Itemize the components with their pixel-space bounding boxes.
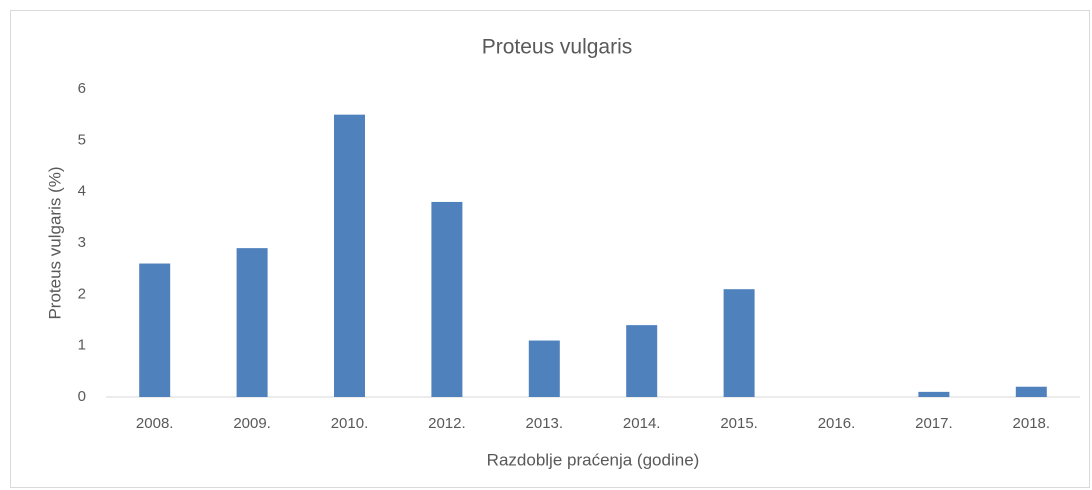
y-tick-label: 0	[78, 388, 86, 405]
bar	[723, 289, 755, 397]
y-tick-label: 5	[78, 131, 86, 148]
y-tick-label: 3	[78, 234, 86, 251]
y-tick-label: 6	[78, 80, 86, 97]
y-tick-label: 4	[78, 183, 86, 200]
x-tick-label: 2015.	[720, 415, 758, 432]
x-tick-label: 2012.	[428, 415, 466, 432]
bar	[236, 248, 268, 397]
x-axis-label: Razdoblje praćenja (godine)	[487, 450, 700, 469]
x-tick-label: 2017.	[915, 415, 953, 432]
x-tick-label: 2016.	[818, 415, 856, 432]
y-tick-label: 2	[78, 285, 86, 302]
x-tick-label: 2014.	[623, 415, 661, 432]
bar	[918, 391, 950, 397]
y-tick-label: 1	[78, 337, 86, 354]
x-tick-label: 2009.	[233, 415, 271, 432]
bar	[139, 263, 171, 397]
chart-title: Proteus vulgaris	[482, 36, 633, 59]
x-tick-label: 2013.	[526, 415, 564, 432]
chart-frame	[10, 10, 1090, 488]
x-tick-label: 2008.	[136, 415, 174, 432]
x-tick-label: 2010.	[331, 415, 369, 432]
bar	[334, 114, 365, 398]
bar	[1015, 386, 1047, 397]
x-tick-label: 2018.	[1013, 415, 1051, 432]
bar	[626, 325, 658, 397]
bar	[431, 201, 463, 397]
y-axis-label: Proteus vulgaris (%)	[45, 166, 64, 319]
bar	[528, 340, 560, 397]
